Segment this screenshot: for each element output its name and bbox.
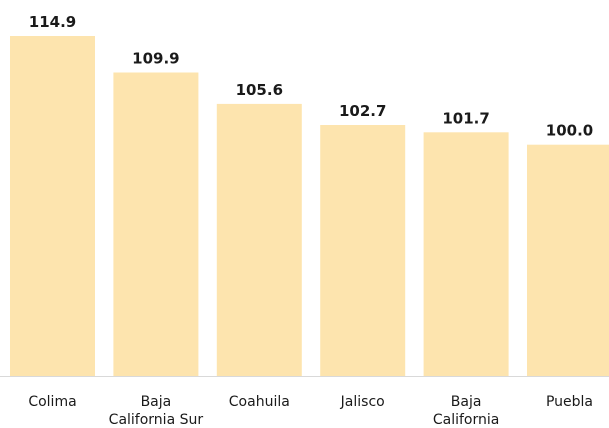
bar-4 <box>423 132 509 376</box>
category-label-line: Baja <box>451 394 482 410</box>
bar-2 <box>216 103 302 377</box>
bar-1 <box>113 72 199 376</box>
category-labels-layer: Colima Baja California Sur Coahuila Jalisco B… <box>28 394 593 428</box>
value-label-3: 102.7 <box>339 102 386 120</box>
category-label-line: Colima <box>28 394 76 410</box>
category-label-0: Colima <box>28 394 76 410</box>
category-label-line: California <box>433 412 499 428</box>
bar-5 <box>527 144 609 376</box>
bar-3 <box>320 125 406 376</box>
category-label-4: Baja California <box>433 394 499 428</box>
category-label-line: Baja <box>141 394 172 410</box>
category-label-1: Baja California Sur <box>109 394 204 428</box>
bars-layer <box>10 36 609 377</box>
category-label-line: Jalisco <box>340 394 385 410</box>
category-label-5: Puebla <box>546 394 593 410</box>
value-label-0: 114.9 <box>29 13 76 31</box>
category-label-line: California Sur <box>109 412 204 428</box>
value-label-2: 105.6 <box>236 81 283 99</box>
value-labels-layer: 114.9 109.9 105.6 102.7 101.7 100.0 <box>29 13 593 140</box>
category-label-line: Coahuila <box>229 394 290 410</box>
value-label-5: 100.0 <box>546 122 593 140</box>
value-label-1: 109.9 <box>132 50 179 68</box>
category-label-line: Puebla <box>546 394 593 410</box>
value-label-4: 101.7 <box>442 109 489 127</box>
bar-0 <box>10 36 95 376</box>
category-label-2: Coahuila <box>229 394 290 410</box>
category-label-3: Jalisco <box>340 394 385 410</box>
